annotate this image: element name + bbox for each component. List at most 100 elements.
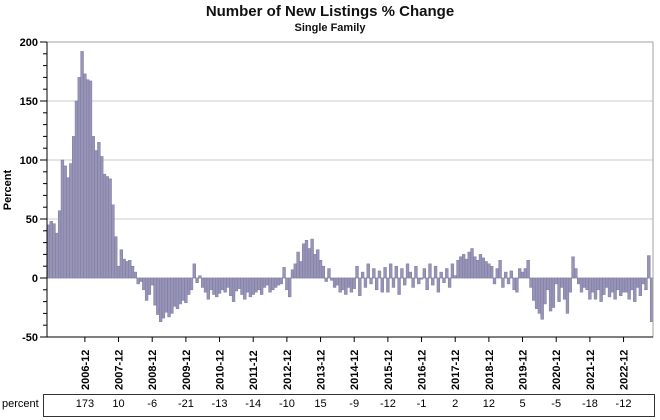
bar	[464, 258, 469, 279]
bar	[414, 265, 418, 279]
bar	[358, 277, 362, 296]
bar	[509, 270, 513, 279]
bar	[476, 260, 480, 279]
bar	[461, 254, 466, 279]
bar	[307, 248, 311, 279]
bar	[380, 277, 384, 293]
bar	[352, 277, 356, 289]
table-row-label: percent	[2, 398, 39, 410]
bar	[635, 277, 640, 288]
bar	[274, 277, 278, 288]
bar	[231, 277, 236, 302]
bar	[560, 277, 564, 288]
bar	[445, 268, 449, 279]
bar	[105, 176, 109, 279]
x-tick-label: 2012-12	[282, 350, 294, 390]
bar	[206, 277, 210, 300]
bar	[245, 277, 250, 293]
bar	[495, 268, 499, 279]
x-tick-label: 2009-12	[181, 350, 193, 390]
bar	[150, 277, 154, 286]
table-value: 5	[519, 398, 526, 410]
bar	[198, 275, 202, 279]
bar	[346, 277, 351, 288]
bar	[164, 277, 168, 313]
table-value: -1	[416, 398, 427, 410]
bar	[243, 277, 247, 300]
bar	[478, 254, 483, 279]
bar	[630, 277, 634, 291]
bar	[288, 277, 292, 298]
bar	[506, 277, 511, 285]
y-tick-label: 100	[20, 155, 38, 167]
bar	[259, 277, 264, 295]
bar	[520, 271, 525, 279]
bar	[605, 277, 609, 288]
bar	[125, 261, 129, 279]
bar	[116, 265, 121, 279]
bar	[158, 277, 163, 322]
table-value: 15	[314, 398, 327, 410]
bar	[518, 268, 522, 279]
bar	[565, 277, 570, 314]
bar	[251, 277, 255, 295]
bar	[119, 249, 124, 279]
x-tick-label: 2020-12	[551, 350, 563, 390]
bar	[484, 261, 488, 279]
y-tick-label: -50	[22, 332, 38, 344]
bar	[212, 277, 216, 295]
bar	[254, 277, 258, 293]
x-tick-label: 2010-12	[215, 350, 227, 390]
bar	[57, 210, 62, 279]
bar	[442, 277, 446, 283]
table-value: -6	[147, 398, 158, 410]
bar	[403, 277, 407, 286]
x-tick-label: 2018-12	[484, 350, 496, 390]
x-tick-label: 2016-12	[417, 350, 429, 390]
bar	[512, 277, 516, 291]
bar	[447, 277, 452, 288]
bar	[579, 277, 584, 293]
bar	[638, 277, 643, 296]
bar	[621, 277, 626, 293]
table-value: -13	[211, 398, 228, 410]
bar	[526, 260, 530, 279]
bar	[411, 277, 415, 288]
bar	[290, 269, 295, 279]
bar	[644, 277, 648, 291]
table-value: -10	[278, 398, 295, 410]
bar	[540, 277, 544, 320]
table-value: 173	[75, 398, 95, 410]
bar	[369, 277, 373, 285]
bar	[88, 80, 93, 279]
bar	[453, 275, 457, 279]
bar	[624, 277, 629, 293]
bar	[302, 243, 306, 279]
bar	[529, 277, 533, 288]
bar	[80, 51, 84, 279]
bar	[577, 277, 581, 285]
bar	[568, 277, 572, 293]
table-value: 10	[112, 398, 125, 410]
bar	[619, 277, 623, 296]
bar	[161, 277, 166, 319]
bar	[327, 268, 331, 279]
bar	[467, 251, 471, 279]
bar	[557, 277, 561, 302]
bar	[391, 277, 396, 288]
bar	[487, 263, 491, 279]
bar	[574, 268, 578, 279]
bar	[386, 277, 390, 293]
bar	[189, 277, 194, 291]
bar	[97, 142, 101, 279]
bar	[111, 204, 115, 279]
bar	[377, 270, 382, 279]
x-tick-label: 2013-12	[316, 350, 328, 390]
bar	[439, 271, 443, 279]
bar	[498, 260, 502, 279]
bar	[108, 178, 112, 279]
bar	[341, 277, 345, 291]
bar	[593, 277, 598, 300]
bar	[217, 277, 222, 294]
bar	[375, 277, 379, 291]
